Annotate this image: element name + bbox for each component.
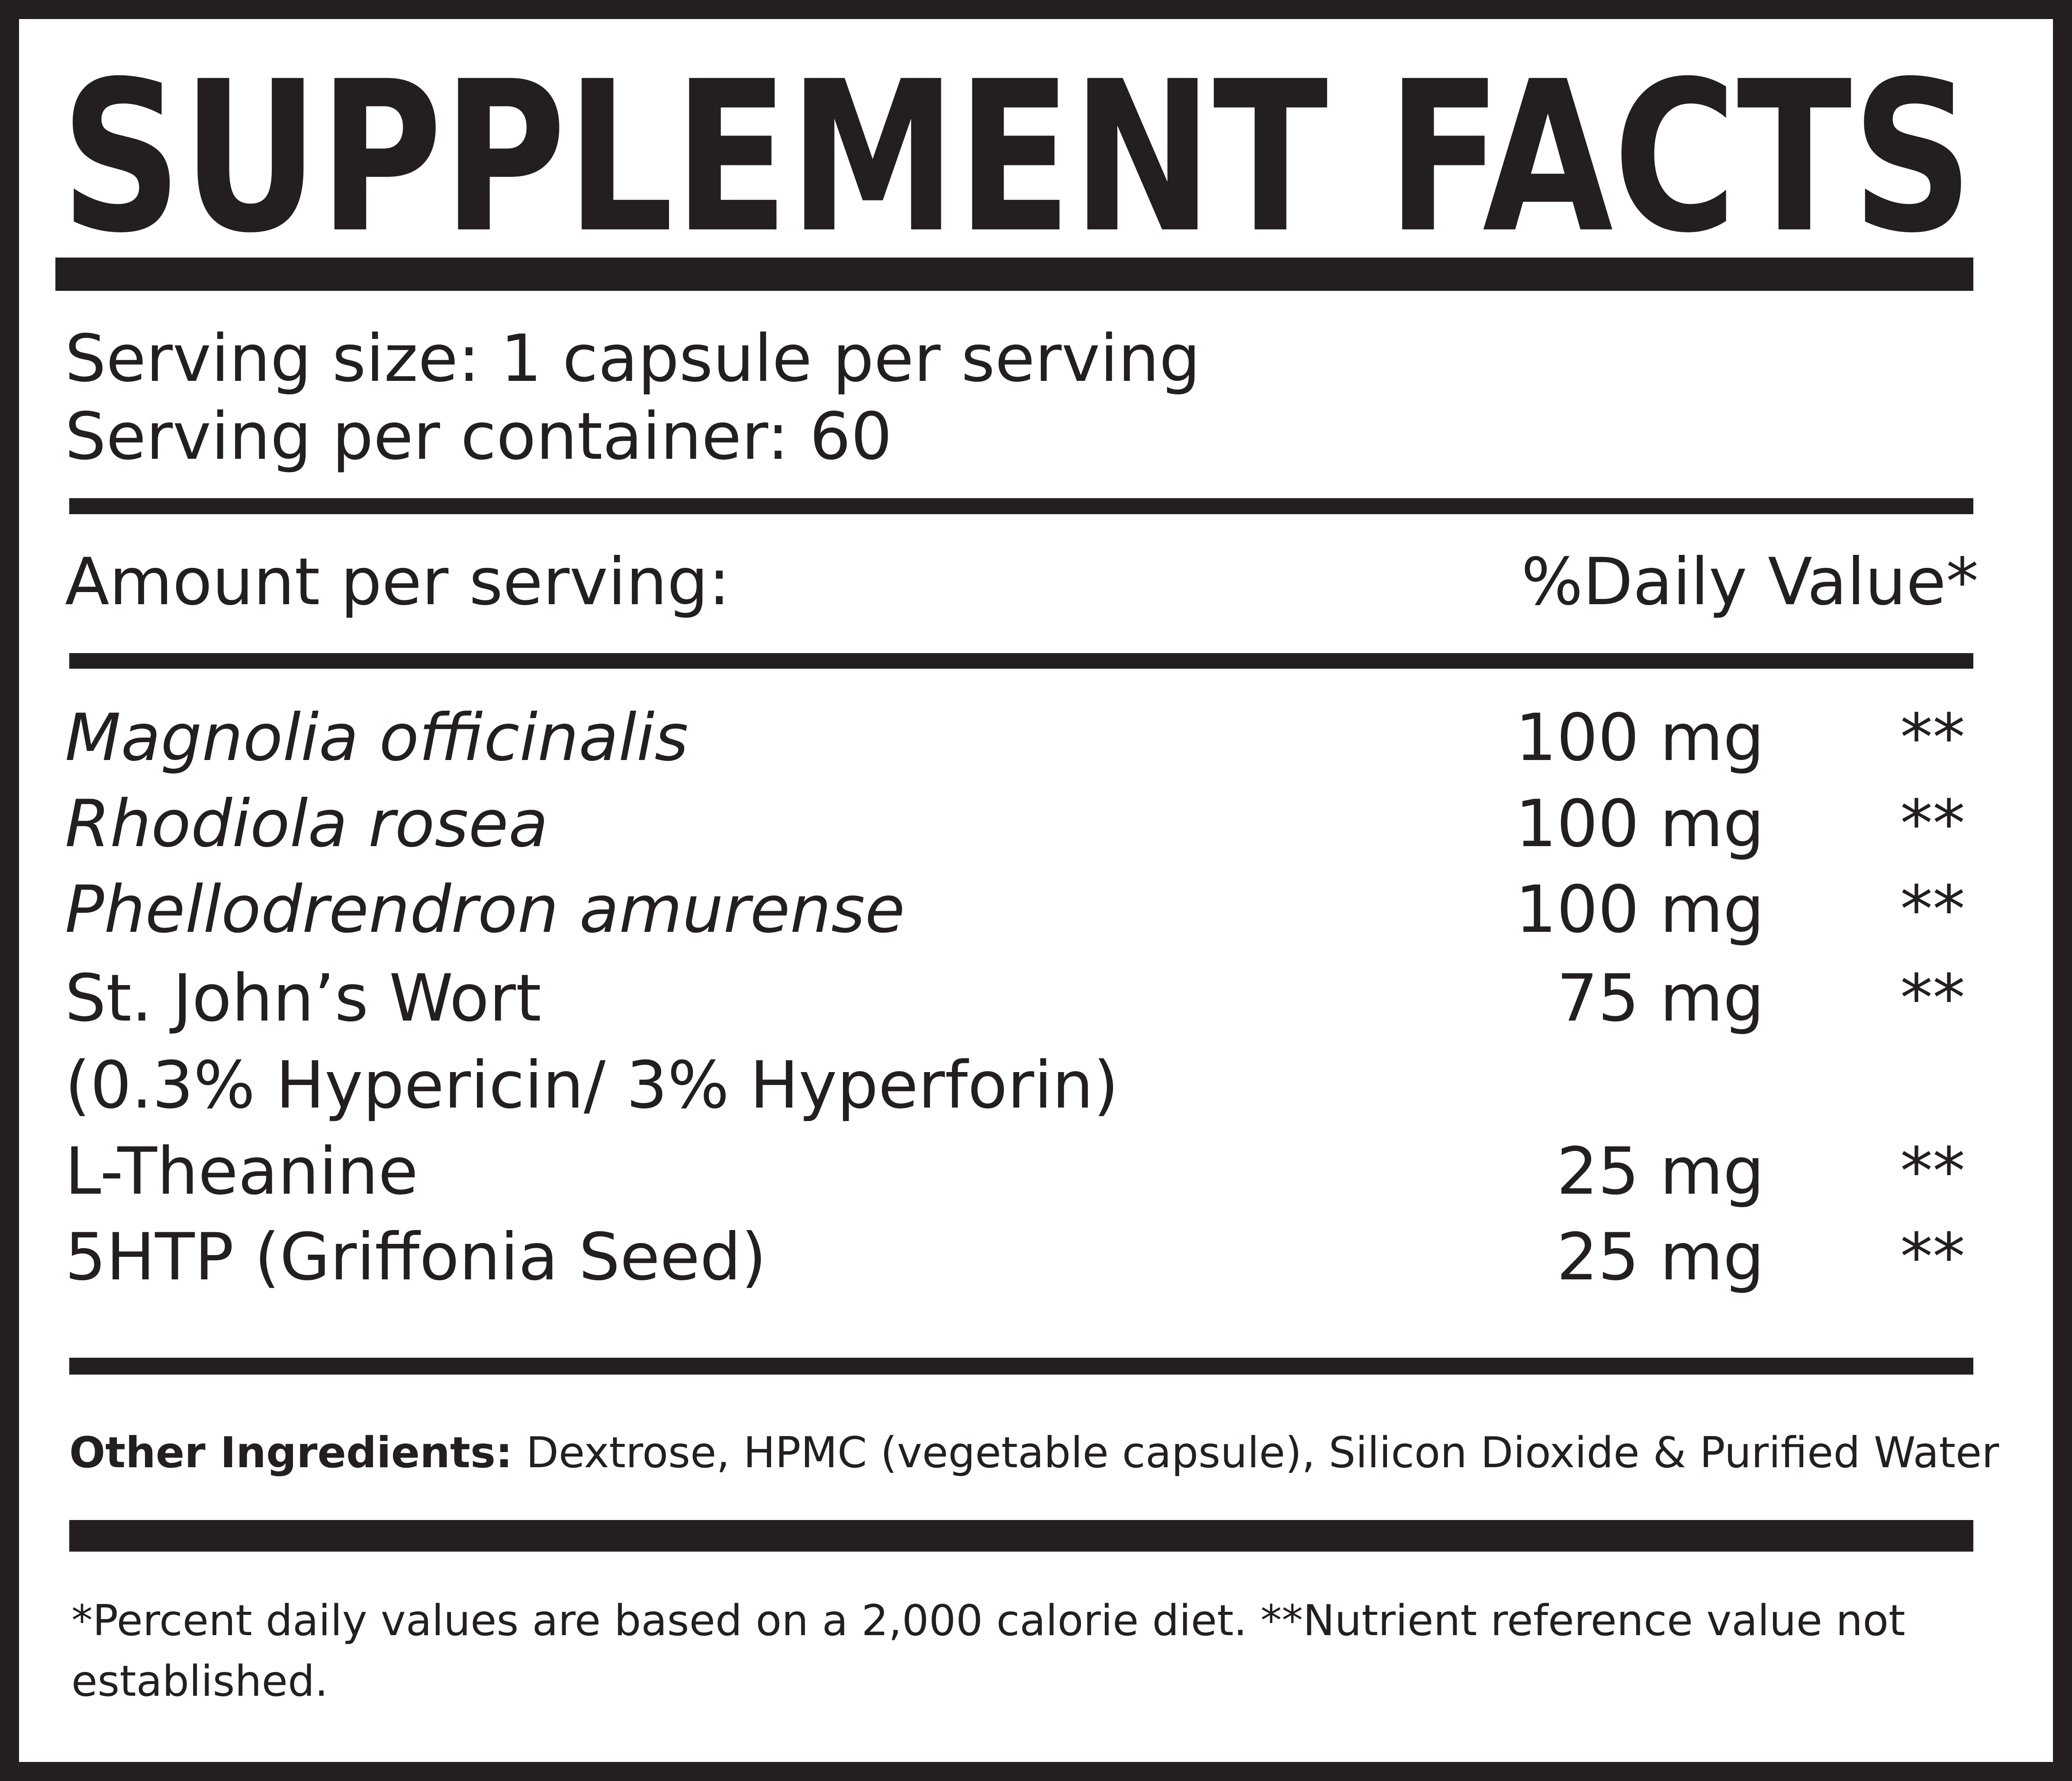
column-header: Amount per serving: (65, 544, 730, 620)
serving-size: Serving size: 1 capsule per serving (65, 321, 1200, 396)
ingredient-name: 5HTP (Griffonia Seed) (65, 1220, 766, 1295)
ingredient-name: L-Theanine (65, 1134, 418, 1209)
other-ingredients-label: Other Ingredients: (69, 1428, 512, 1478)
ingredient-name: Phellodrendron amurense (65, 872, 905, 947)
divider (69, 1520, 1973, 1552)
other-ingredients-text: Dextrose, HPMC (vegetable capsule), Sili… (512, 1428, 1999, 1478)
footnote: *Percent daily values are based on a 2,0… (71, 1596, 1905, 1646)
daily-value: ** (1900, 872, 1965, 947)
ingredient-note: (0.3% Hypericin/ 3% Hyperforin) (65, 1048, 1119, 1123)
ingredient-amount: 75 mg (1557, 961, 1764, 1036)
daily-value: ** (1900, 1134, 1965, 1209)
ingredient-name: Rhodiola rosea (65, 786, 548, 862)
servings-per-container: Serving per container: 60 (65, 399, 892, 474)
ingredient-amount: 25 mg (1557, 1220, 1764, 1295)
ingredient-amount: 100 mg (1515, 700, 1764, 776)
daily-value: ** (1900, 786, 1965, 862)
divider (55, 258, 1973, 291)
other-ingredients: Other Ingredients: Dextrose, HPMC (veget… (69, 1428, 1999, 1478)
divider (69, 498, 1973, 514)
ingredient-name: St. John’s Wort (65, 961, 541, 1036)
ingredient-name: Magnolia officinalis (65, 700, 689, 776)
ingredient-amount: 100 mg (1515, 786, 1764, 862)
daily-value: ** (1900, 700, 1965, 776)
daily-value: ** (1900, 1220, 1965, 1295)
title: SUPPLEMENT FACTS (61, 37, 1973, 279)
footnote: established. (71, 1657, 328, 1706)
divider (69, 1358, 1973, 1375)
divider (69, 653, 1973, 669)
daily-value: ** (1900, 961, 1965, 1036)
column-header: %Daily Value* (1521, 544, 1979, 620)
ingredient-amount: 25 mg (1557, 1134, 1764, 1209)
ingredient-amount: 100 mg (1515, 872, 1764, 947)
